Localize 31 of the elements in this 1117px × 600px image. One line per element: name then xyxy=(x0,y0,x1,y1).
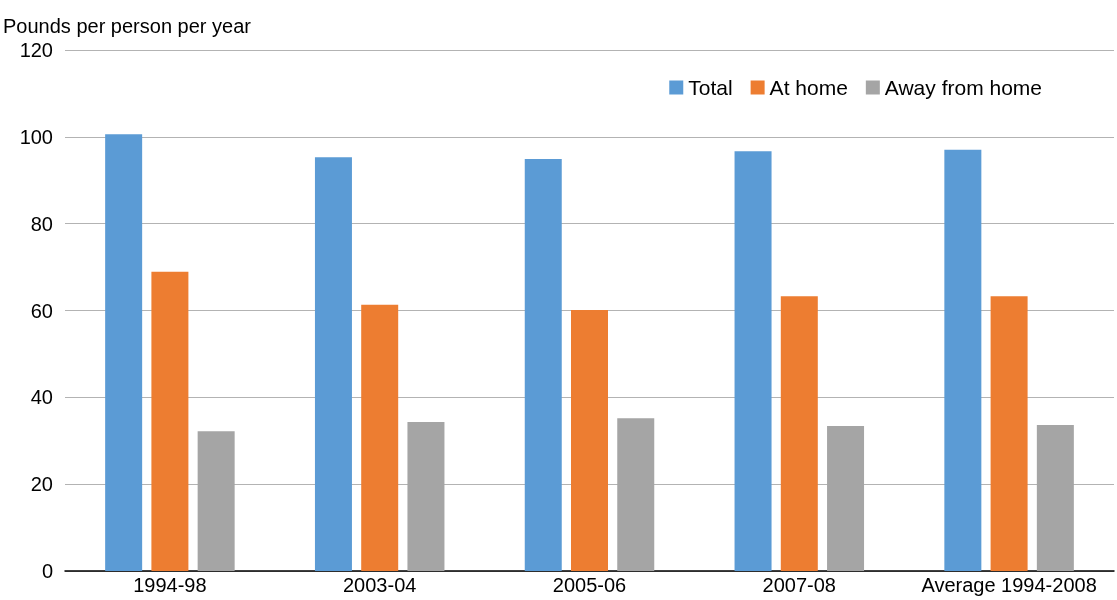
bar xyxy=(571,310,608,571)
y-tick-label: 0 xyxy=(41,560,53,582)
bar xyxy=(734,151,772,571)
bar xyxy=(151,271,189,571)
bar xyxy=(524,158,562,571)
x-tick-label: 2003-04 xyxy=(343,574,417,596)
y-tick-label: 100 xyxy=(19,125,53,148)
legend-label: Away from home xyxy=(884,76,1042,99)
x-tick-label: 2005-06 xyxy=(552,574,627,596)
y-tick-label: 20 xyxy=(30,473,53,496)
y-axis-title: Pounds per person per year xyxy=(3,15,252,37)
y-tick-label: 120 xyxy=(19,39,53,61)
bar xyxy=(827,425,865,571)
bar xyxy=(105,134,143,571)
bar xyxy=(361,304,399,571)
bar xyxy=(617,418,655,571)
x-tick-label: 1994-98 xyxy=(133,574,207,596)
bar xyxy=(944,149,982,571)
x-tick-label: Average 1994-2008 xyxy=(921,574,1097,596)
bar xyxy=(780,296,818,571)
bar xyxy=(314,157,352,571)
legend-label: Total xyxy=(688,76,733,99)
bar xyxy=(197,431,235,571)
bar xyxy=(407,422,445,571)
y-tick-label: 60 xyxy=(30,299,53,322)
y-tick-label: 80 xyxy=(30,212,53,235)
x-tick-label: 2007-08 xyxy=(762,574,836,596)
legend-label: At home xyxy=(769,76,848,99)
bar xyxy=(990,296,1028,571)
bar xyxy=(1036,425,1074,571)
y-tick-label: 40 xyxy=(30,386,53,409)
